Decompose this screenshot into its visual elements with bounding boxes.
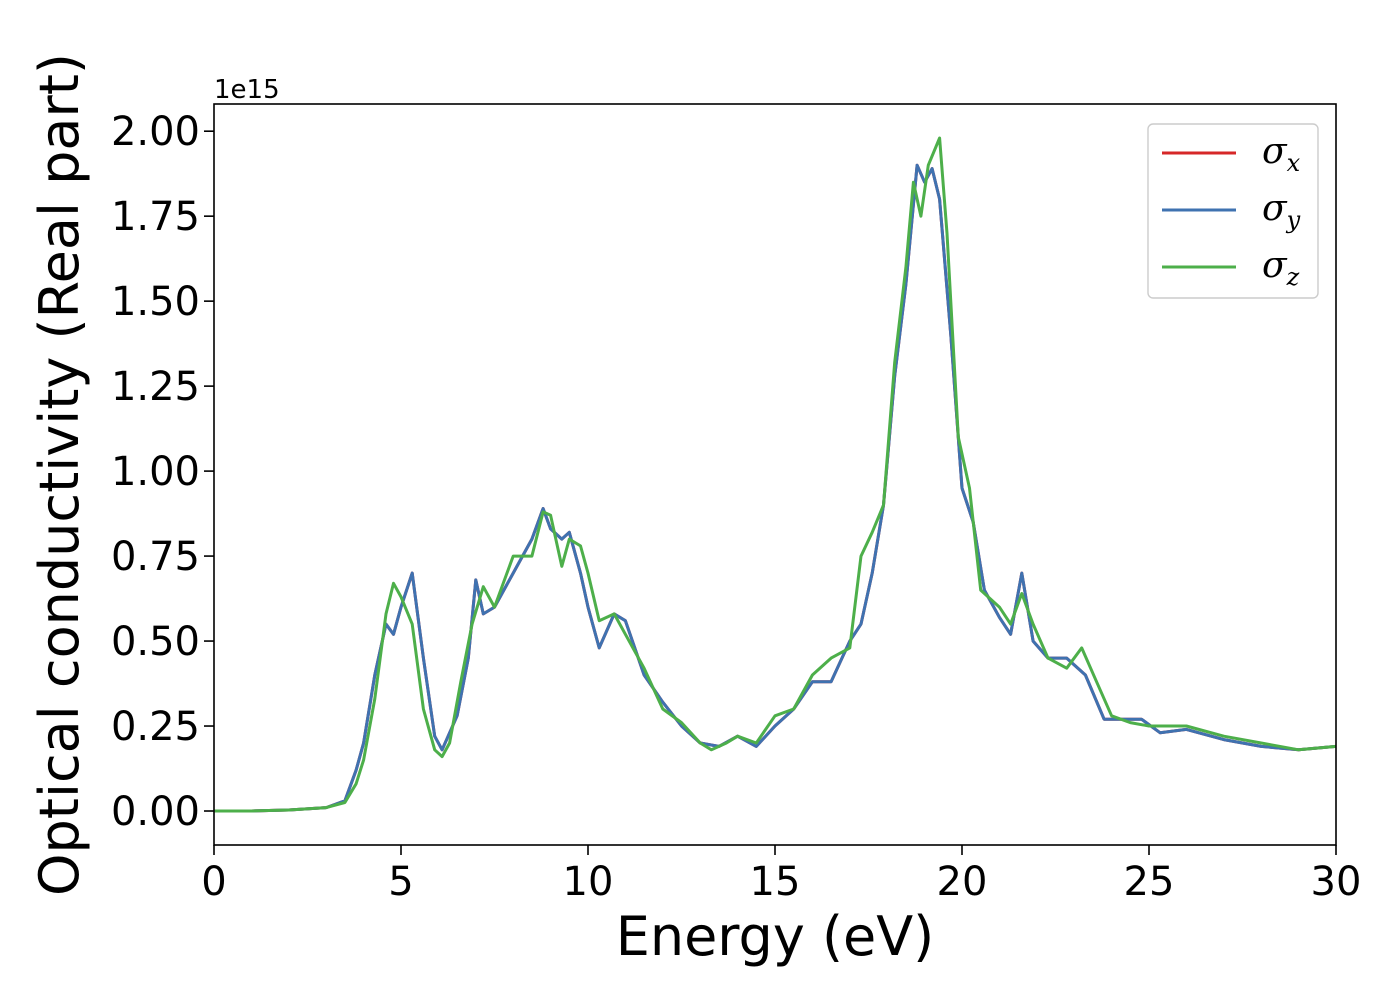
y-tick-label: 1.75 <box>111 194 200 240</box>
x-tick-label: 0 <box>201 859 226 905</box>
y-tick-label: 1.00 <box>111 449 200 495</box>
y-axis: 0.00 0.25 0.50 0.75 1.00 1.25 1.50 1.75 2.00 <box>111 109 214 835</box>
legend-label: σy <box>1262 188 1301 234</box>
x-tick-label: 10 <box>563 859 614 905</box>
y-tick-label: 0.75 <box>111 534 200 580</box>
series-line-3 <box>214 136 1336 813</box>
y-tick-label: 0.50 <box>111 619 200 665</box>
y-tick-label: 0.00 <box>111 789 200 835</box>
x-tick-label: 25 <box>1124 859 1175 905</box>
legend: σx σy σz <box>1147 123 1319 299</box>
legend-label: σx <box>1262 131 1301 177</box>
x-tick-label: 20 <box>937 859 988 905</box>
x-axis: 0 5 10 15 20 25 30 <box>201 845 1361 905</box>
x-tick-label: 5 <box>388 859 413 905</box>
y-tick-label: 1.25 <box>111 364 200 410</box>
series-layer <box>214 136 1336 813</box>
y-tick-label: 1.50 <box>111 279 200 325</box>
y-tick-label: 2.00 <box>111 109 200 155</box>
x-tick-label: 15 <box>750 859 801 905</box>
y-offset-label: 1e15 <box>214 75 280 105</box>
x-tick-label: 30 <box>1311 859 1362 905</box>
x-axis-title: Energy (eV) <box>616 905 935 968</box>
y-tick-label: 0.25 <box>111 704 200 750</box>
legend-label: σz <box>1262 245 1300 291</box>
y-axis-title: Optical conductivity (Real part) <box>28 53 91 896</box>
